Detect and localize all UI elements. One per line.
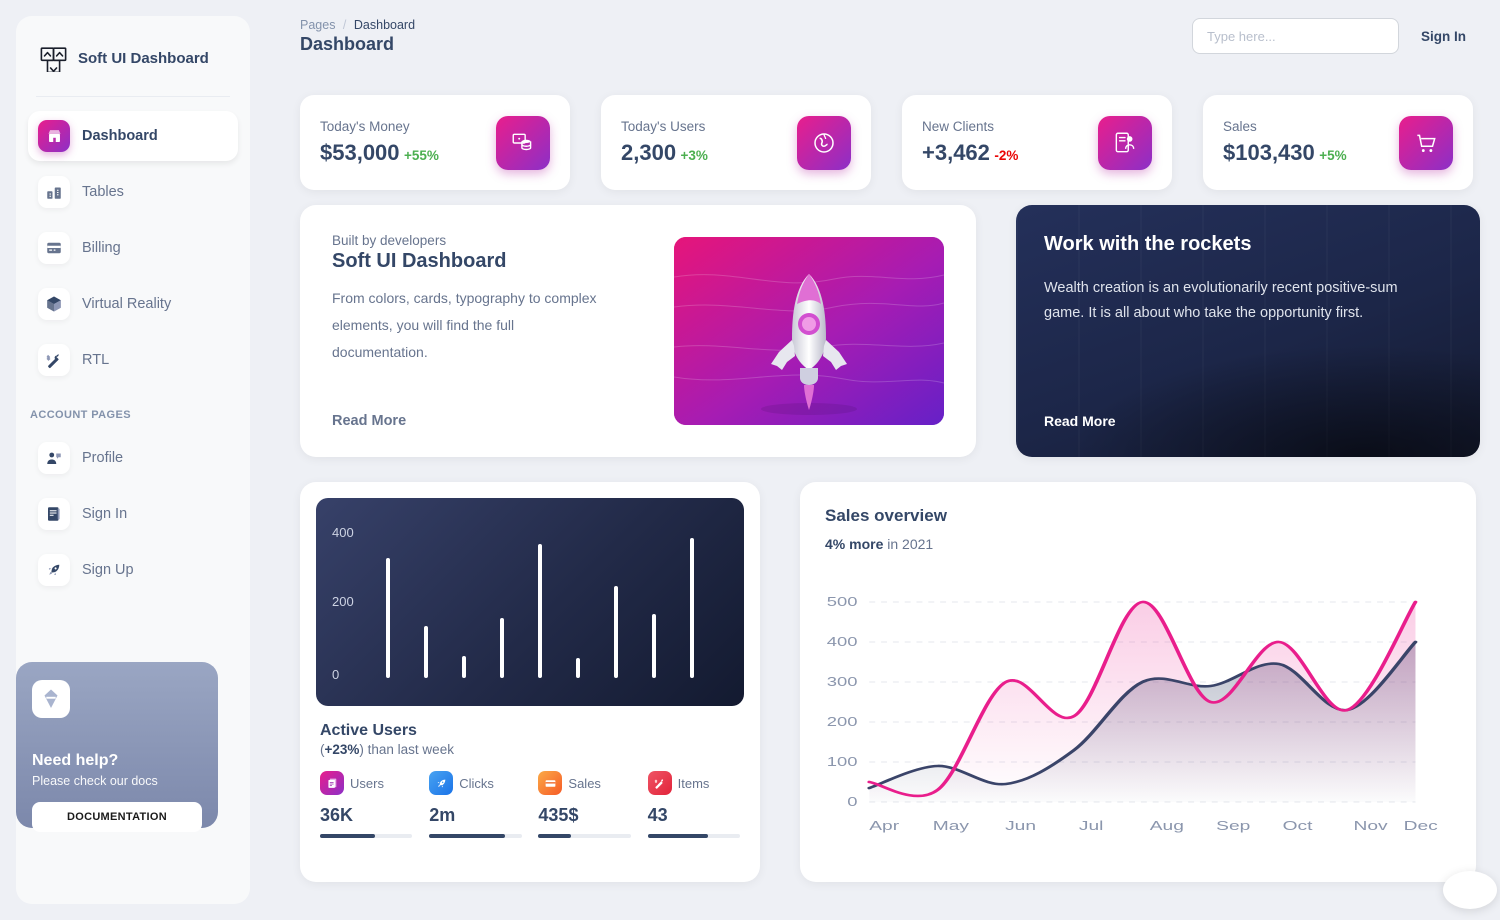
svg-text:Dec: Dec	[1404, 819, 1438, 833]
svg-text:Nov: Nov	[1353, 819, 1388, 833]
svg-text:300: 300	[827, 676, 858, 689]
svg-text:Oct: Oct	[1283, 819, 1313, 833]
svg-text:Jul: Jul	[1079, 819, 1104, 833]
svg-text:Apr: Apr	[869, 819, 899, 833]
svg-text:Jun: Jun	[1005, 819, 1036, 833]
svg-text:Aug: Aug	[1150, 819, 1184, 833]
svg-text:200: 200	[827, 716, 858, 729]
svg-text:May: May	[933, 819, 970, 833]
svg-text:500: 500	[827, 596, 858, 609]
svg-text:400: 400	[827, 636, 858, 649]
svg-text:Sep: Sep	[1216, 819, 1250, 833]
svg-text:0: 0	[847, 796, 858, 809]
svg-text:100: 100	[827, 756, 858, 769]
